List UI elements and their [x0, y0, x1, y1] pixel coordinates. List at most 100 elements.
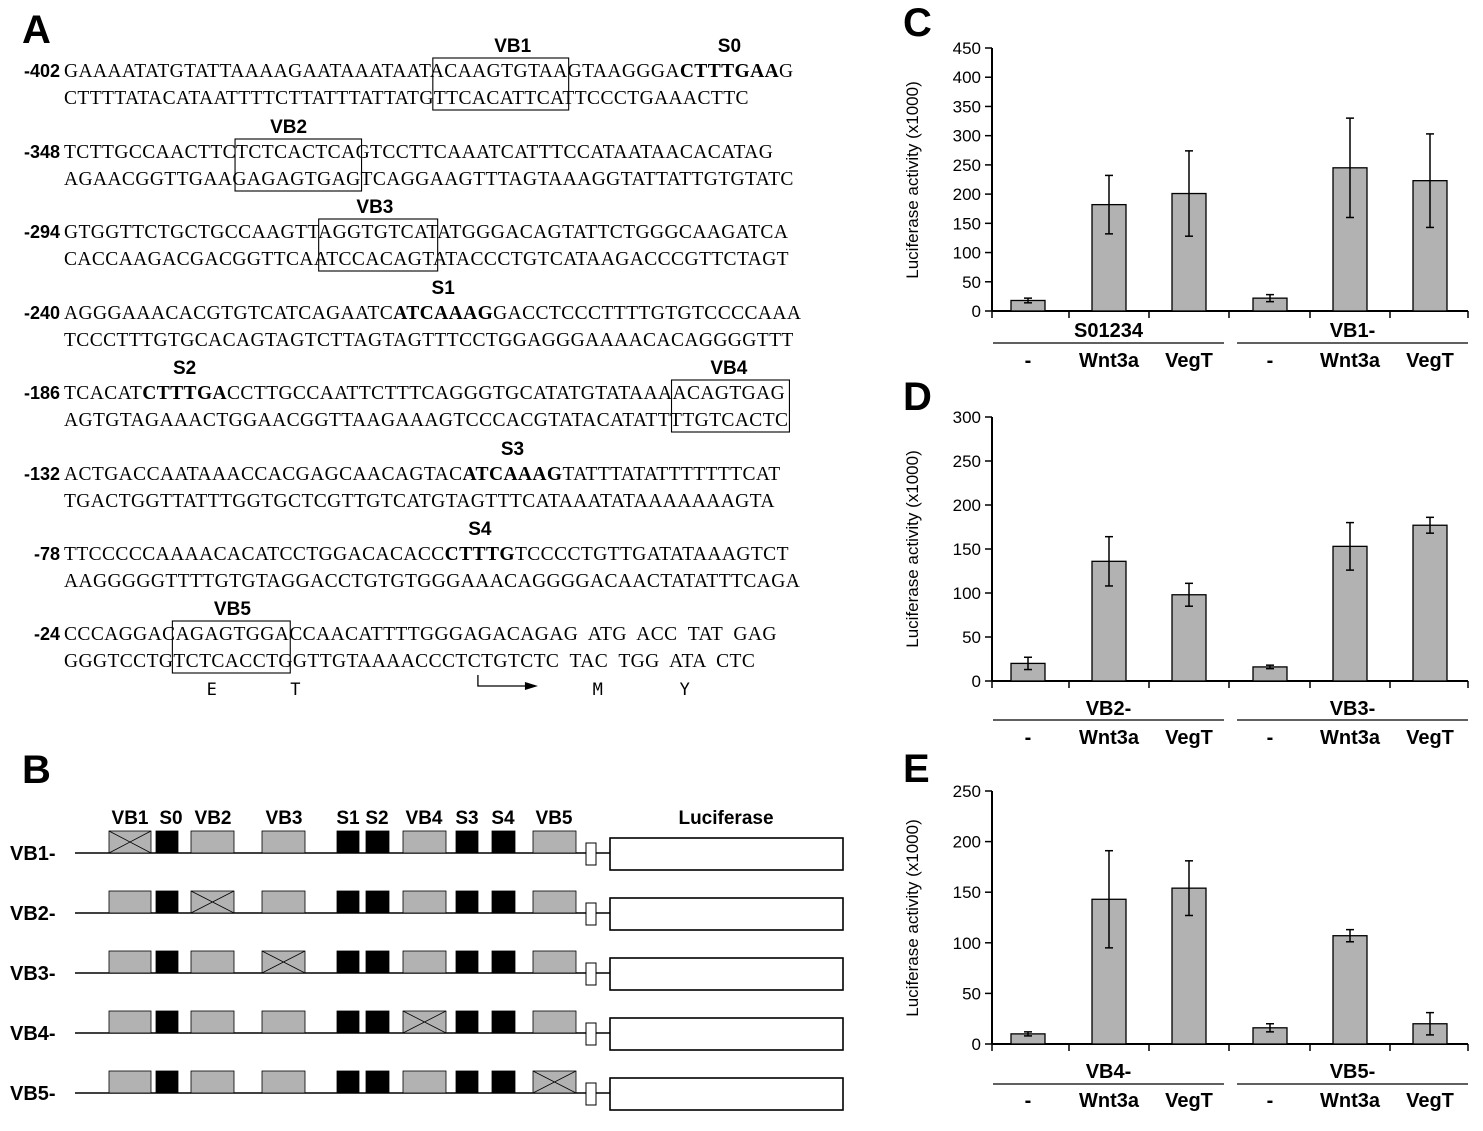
sequence-row: -402 GAAAATATGTATTAAAAGAATAAATAATACAAGTGT…: [24, 36, 793, 111]
construct-row: VB4-: [10, 1010, 844, 1051]
site-block: [455, 950, 479, 974]
category-label: Wnt3a: [1320, 727, 1381, 749]
site-block: [455, 1010, 479, 1034]
site-block: [336, 1010, 360, 1034]
bottom-strand: AAGGGGGTTTTGTGTAGGACCTGTGTGGGAAACAGGGGAC…: [64, 571, 800, 592]
vb-box: [190, 1070, 235, 1094]
site-label: S0: [718, 36, 741, 57]
y-tick-label: 200: [953, 185, 981, 204]
sequence-row: -240 AGGGAAACACGTGTCATCAGAATCATCAAAGGACCT…: [24, 278, 801, 351]
site-block: [336, 890, 360, 914]
bottom-strand: CACCAAGACGACGGTTCAATCCACAGTATACCCTGTCATA…: [64, 249, 789, 270]
amino-acid: E: [207, 680, 217, 700]
start-marker: [585, 1022, 597, 1046]
element-label: S4: [491, 808, 515, 829]
construct-row: VB2-: [10, 890, 844, 931]
vb-box: [108, 1010, 152, 1034]
group-label: VB3-: [1330, 698, 1376, 720]
element-label: S3: [455, 808, 478, 829]
motif-box: [432, 57, 570, 111]
panel-c-chart: C Luciferase activity (x1000) 0 50 100 150 200…: [903, 1, 1469, 372]
y-tick-label: 300: [953, 408, 981, 427]
panel-e-chart: E Luciferase activity (x1000) 0 50 100 150 200…: [903, 747, 1469, 1112]
vb-box: [532, 1010, 577, 1034]
construct-row: VB5-: [10, 1070, 844, 1111]
site-block: [336, 1070, 360, 1094]
panel-a-promoter-sequence: A-402 GAAAATATGTATTAAAAGAATAAATAATACAAGTG…: [22, 8, 801, 700]
panel-letter-b: B: [22, 748, 51, 792]
site-block: [365, 830, 390, 854]
panel-letter-a: A: [22, 8, 51, 52]
construct-row: VB1-: [10, 830, 844, 871]
category-label: Wnt3a: [1079, 727, 1140, 749]
y-axis-label: Luciferase activity (x1000): [903, 450, 922, 647]
site-label: S1: [432, 278, 456, 299]
vb-box: [108, 950, 152, 974]
construct-label: VB5-: [10, 1083, 56, 1105]
position-label: -24: [34, 624, 60, 644]
bottom-strand: AGTGTAGAAACTGGAACGGTTAAGAAAGTCCCACGTATAC…: [64, 410, 788, 431]
top-strand: TCTTGCCAACTTCTCTCACTCAGTCCTTCAAATCATTTCC…: [64, 142, 773, 163]
motif-box: [670, 379, 790, 433]
site-block: [491, 830, 516, 854]
amino-acid: M: [593, 680, 603, 700]
category-label: -: [1025, 727, 1032, 749]
y-tick-label: 150: [953, 540, 981, 559]
panel-letter-d: D: [903, 375, 932, 419]
element-label: VB1: [112, 808, 149, 829]
site-label: VB3: [356, 197, 393, 218]
reporter-label: Luciferase: [678, 808, 773, 829]
y-tick-label: 450: [953, 39, 981, 58]
amino-acid: Y: [680, 680, 690, 700]
site-block: [365, 890, 390, 914]
category-label: -: [1025, 350, 1032, 372]
site-block: [491, 950, 516, 974]
bar: [1332, 935, 1368, 1045]
y-tick-label: 50: [962, 984, 981, 1003]
category-label: -: [1267, 350, 1274, 372]
bottom-strand: AGAACGGTTGAAGAGAGTGAGTCAGGAAGTTTAGTAAAGG…: [64, 169, 794, 190]
vb-box: [402, 1070, 447, 1094]
site-block: [491, 890, 516, 914]
start-marker: [585, 902, 597, 926]
site-block: [365, 1070, 390, 1094]
panel-b-reporter-constructs: B VB1 S0 VB2 VB3 S1 S2 VB4 S3 S4 VB5 Luciferase VB1-…: [10, 748, 844, 1111]
site-block: [336, 830, 360, 854]
y-tick-label: 150: [953, 883, 981, 902]
start-marker: [585, 1082, 597, 1106]
mutation-cross-icon: [402, 1010, 447, 1034]
site-block: [491, 1010, 516, 1034]
y-tick-label: 0: [972, 672, 981, 691]
y-tick-label: 50: [962, 628, 981, 647]
vb-box: [261, 1070, 306, 1094]
sequence-row: -24 CCCAGGACAGAGTGGACCAACATTTTGGGAGACAGAG…: [34, 599, 776, 700]
y-tick-label: 200: [953, 496, 981, 515]
y-axis-label: Luciferase activity (x1000): [903, 81, 922, 278]
site-block: [491, 1070, 516, 1094]
construct-row: VB3-: [10, 950, 844, 991]
vb-box: [190, 830, 235, 854]
group-label: VB4-: [1086, 1061, 1132, 1083]
category-label: VegT: [1165, 350, 1213, 372]
vb-box: [402, 890, 447, 914]
bar: [1412, 524, 1448, 682]
element-label: S2: [365, 808, 388, 829]
element-label: VB4: [406, 808, 443, 829]
category-label: -: [1267, 727, 1274, 749]
element-label: VB3: [266, 808, 303, 829]
mutation-cross-icon: [261, 950, 306, 974]
construct-label: VB1-: [10, 843, 56, 865]
top-strand: TTCCCCCAAAACACATCCTGGACACACCCTTTGTCCCCTG…: [64, 544, 789, 565]
site-block: [155, 950, 179, 974]
y-tick-label: 100: [953, 934, 981, 953]
luciferase-box: [609, 1077, 844, 1111]
sequence-row: -132 ACTGACCAATAAACCACGAGCAACAGTACATCAAAG…: [24, 439, 780, 512]
vb-box: [261, 890, 306, 914]
vb-box: [190, 1010, 235, 1034]
site-block: [155, 1010, 179, 1034]
site-block: [455, 1070, 479, 1094]
luciferase-box: [609, 1017, 844, 1051]
position-label: -240: [24, 303, 60, 323]
group-label: S01234: [1074, 320, 1144, 342]
y-tick-label: 50: [962, 273, 981, 292]
